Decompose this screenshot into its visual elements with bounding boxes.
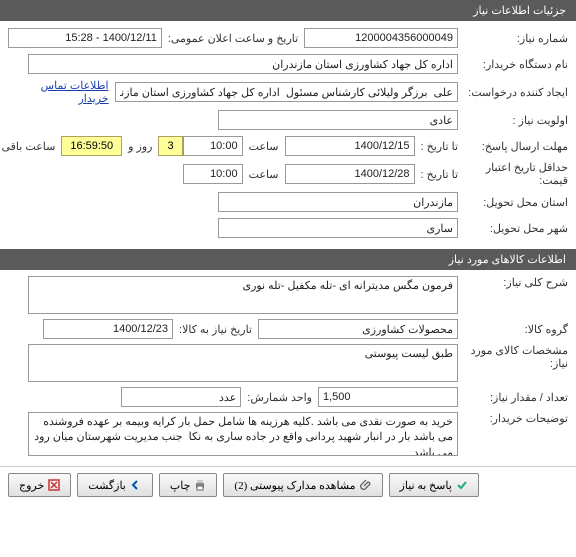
unit-label: واحد شمارش: [241, 391, 318, 404]
province-field[interactable] [218, 192, 458, 212]
announce-dt-label: تاریخ و ساعت اعلان عمومی: [162, 32, 304, 45]
attachments-button-label: مشاهده مدارک پیوستی (2) [234, 479, 355, 492]
desc-field[interactable] [28, 276, 458, 314]
priority-label: اولویت نیاز : [458, 114, 568, 127]
remaining-label: ساعت باقی مانده [0, 140, 61, 153]
exit-icon [48, 479, 60, 491]
need-details-header: جزئیات اطلاعات نیاز [0, 0, 576, 21]
back-icon [130, 479, 142, 491]
desc-label: شرح کلی نیاز: [458, 276, 568, 289]
qty-field[interactable] [318, 387, 458, 407]
creator-field[interactable] [115, 82, 458, 102]
days-and-label: روز و [122, 140, 158, 153]
goods-info-body: شرح کلی نیاز: گروه کالا: تاریخ نیاز به ک… [0, 270, 576, 466]
resp-time-label: ساعت [243, 140, 285, 153]
need-details-body: شماره نیاز: تاریخ و ساعت اعلان عمومی: نا… [0, 21, 576, 249]
respond-button-label: پاسخ به نیاز [400, 479, 452, 492]
pv-date-field[interactable] [285, 164, 415, 184]
buyer-notes-field[interactable] [28, 412, 458, 456]
province-label: استان محل تحویل: [458, 196, 568, 209]
resp-deadline-label: مهلت ارسال پاسخ: [458, 140, 568, 153]
group-label: گروه کالا: [458, 323, 568, 336]
buyer-contact-link[interactable]: اطلاعات تماس خریدار [8, 79, 109, 105]
days-remaining-box: 3 [158, 136, 182, 156]
need-by-field[interactable] [43, 319, 173, 339]
city-field[interactable] [218, 218, 458, 238]
time-remaining-box: 16:59:50 [61, 136, 122, 156]
need-number-field[interactable] [304, 28, 458, 48]
print-button-label: چاپ [170, 479, 191, 492]
pv-time-label: ساعت [243, 168, 285, 181]
price-validity-label: حداقل تاریخ اعتبار قیمت: [458, 161, 568, 187]
attachment-icon [360, 479, 372, 491]
exit-button[interactable]: خروج [8, 473, 71, 497]
button-bar: خروج بازگشت چاپ مشاهده مدارک پیوستی (2) … [0, 466, 576, 503]
group-field[interactable] [258, 319, 458, 339]
respond-button[interactable]: پاسخ به نیاز [389, 473, 479, 497]
print-button[interactable]: چاپ [159, 473, 218, 497]
pv-until-label: تا تاریخ : [415, 168, 458, 181]
goods-info-header: اطلاعات کالاهای مورد نیاز [0, 249, 576, 270]
buyer-field[interactable] [28, 54, 458, 74]
qty-label: تعداد / مقدار نیاز: [458, 391, 568, 404]
need-by-label: تاریخ نیاز به کالا: [173, 323, 258, 336]
buyer-notes-label: توضیحات خریدار: [458, 412, 568, 425]
spec-label: مشخصات کالای مورد نیاز: [458, 344, 568, 370]
announce-dt-field[interactable] [8, 28, 162, 48]
attachments-button[interactable]: مشاهده مدارک پیوستی (2) [223, 473, 382, 497]
resp-time-field[interactable] [183, 136, 243, 156]
spec-field[interactable] [28, 344, 458, 382]
creator-label: ایجاد کننده درخواست: [458, 86, 568, 99]
resp-date-field[interactable] [285, 136, 415, 156]
back-button-label: بازگشت [88, 479, 126, 492]
buyer-label: نام دستگاه خریدار: [458, 58, 568, 71]
back-button[interactable]: بازگشت [77, 473, 153, 497]
pv-time-field[interactable] [183, 164, 243, 184]
exit-button-label: خروج [19, 479, 44, 492]
print-icon [194, 479, 206, 491]
respond-icon [456, 479, 468, 491]
need-number-label: شماره نیاز: [458, 32, 568, 45]
resp-until-label: تا تاریخ : [415, 140, 458, 153]
city-label: شهر محل تحویل: [458, 222, 568, 235]
priority-field[interactable] [218, 110, 458, 130]
unit-field[interactable] [121, 387, 241, 407]
